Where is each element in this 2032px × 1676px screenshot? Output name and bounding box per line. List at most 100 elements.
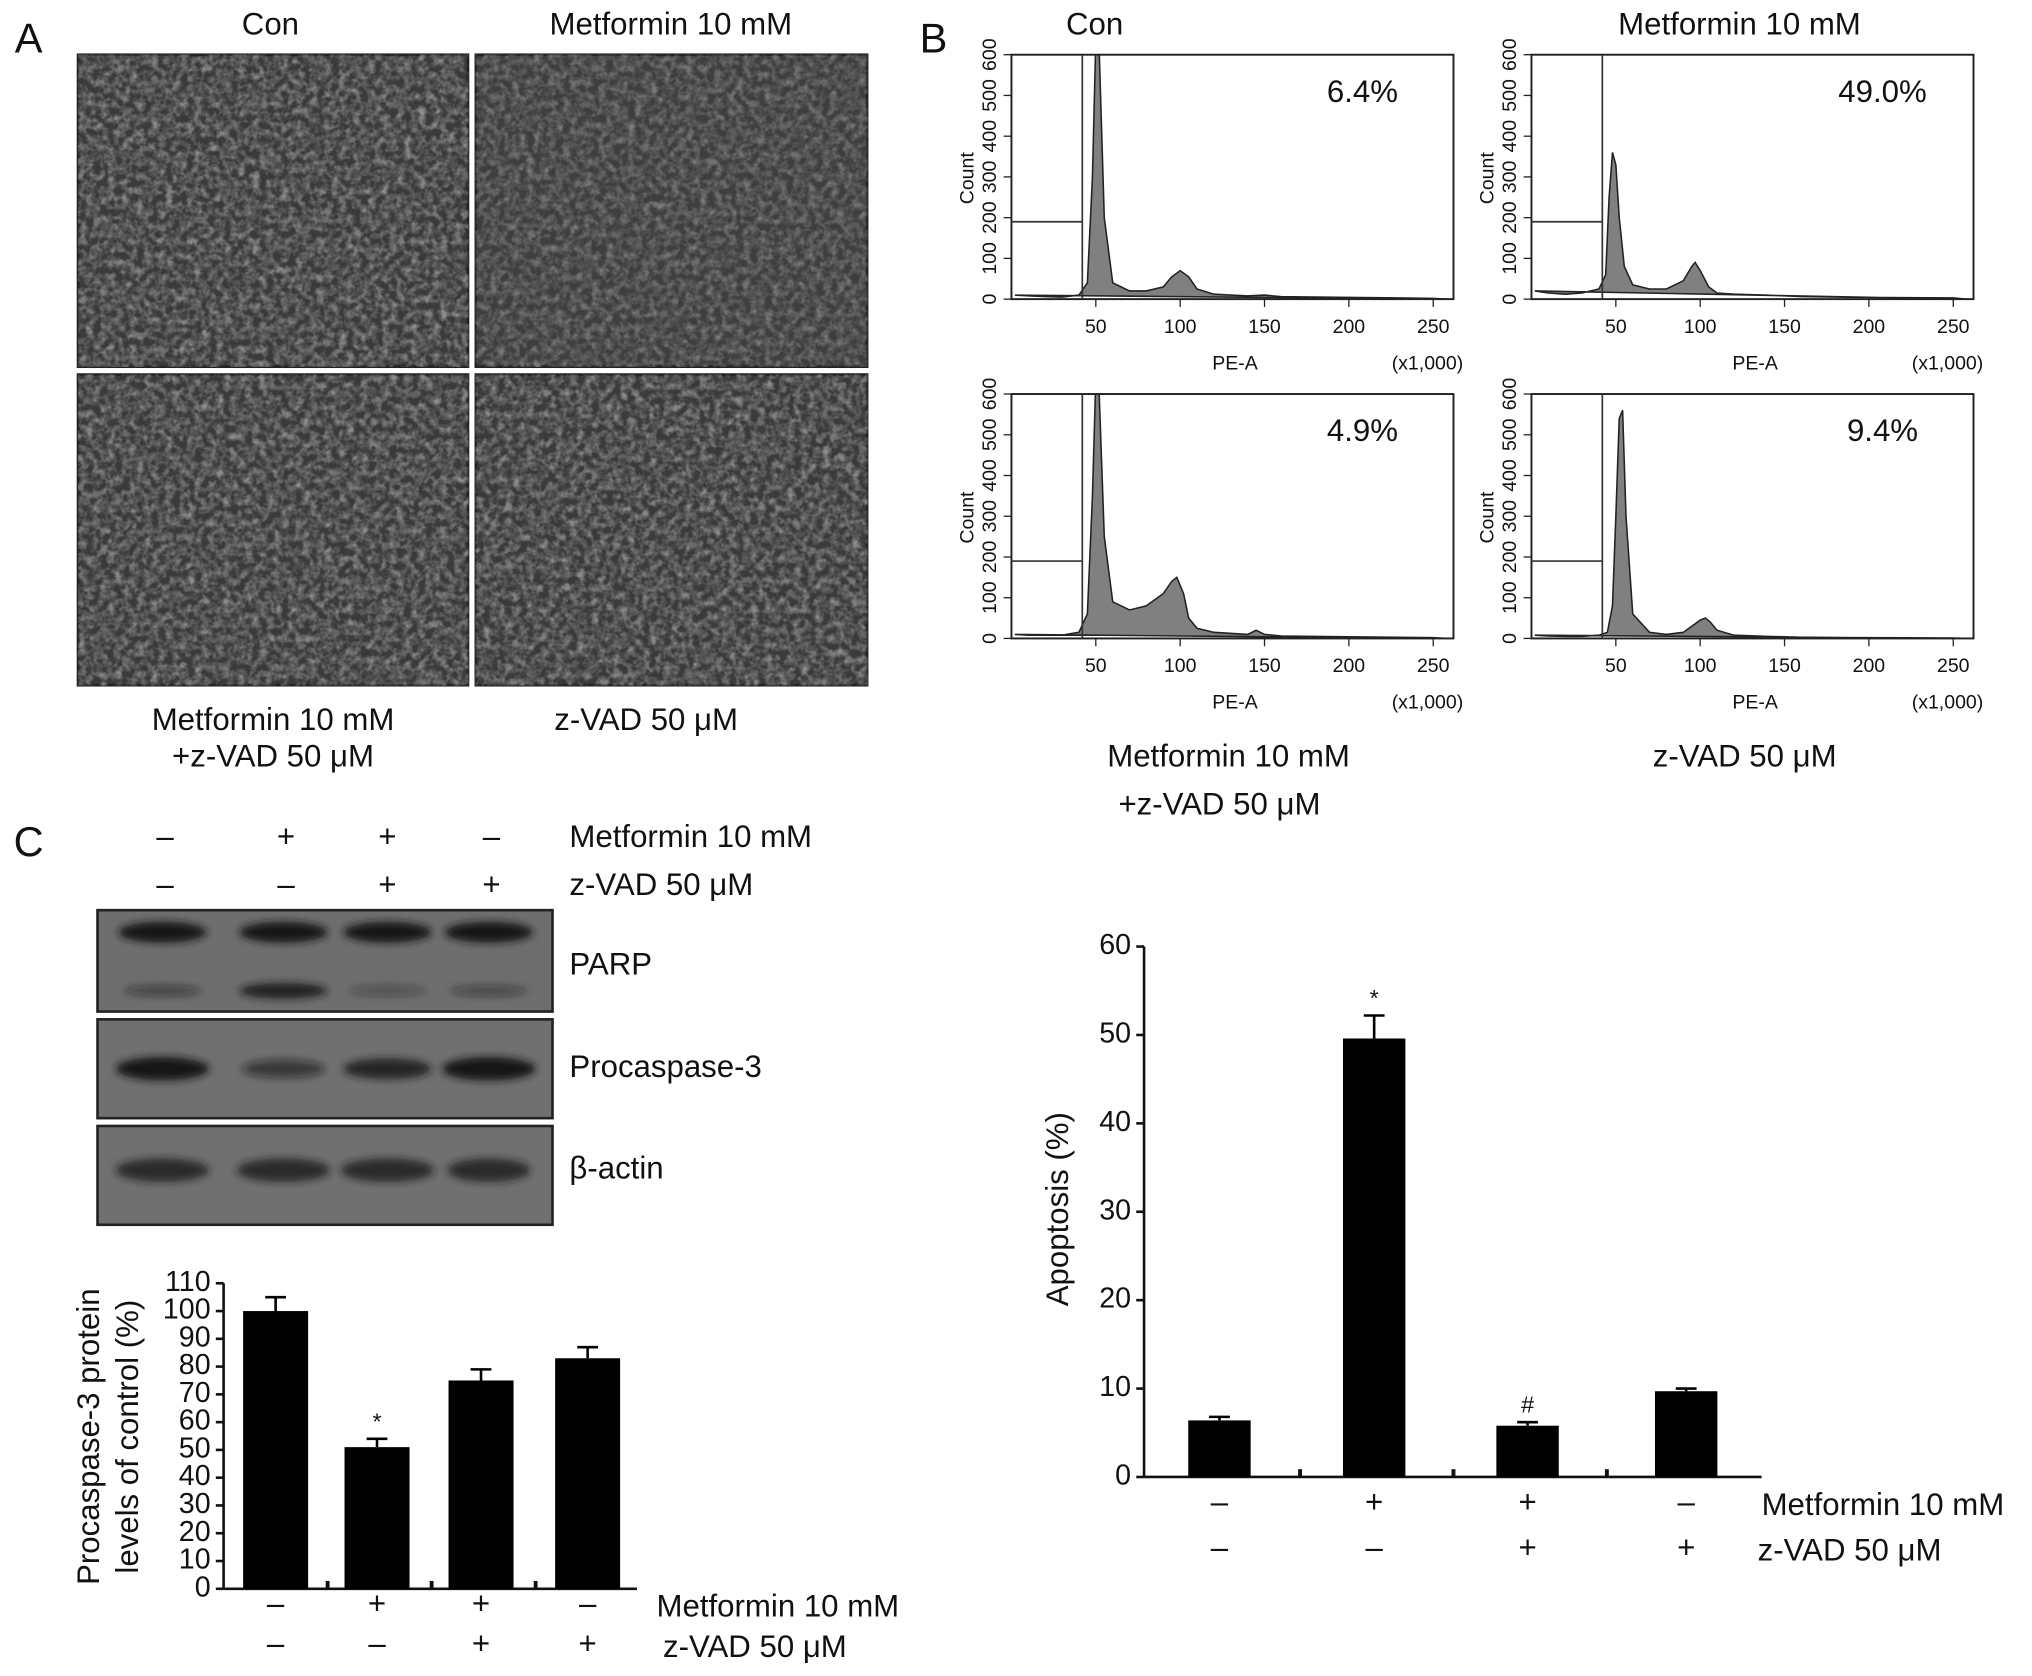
x-axis-unit: (x1,000)	[1392, 352, 1464, 374]
bar	[1342, 1038, 1406, 1477]
treatment-sign: –	[156, 867, 174, 902]
treatment-sign: +	[1518, 1530, 1536, 1565]
treatment-sign: +	[472, 1626, 490, 1661]
y-tick-label: 500	[979, 79, 1001, 112]
x-tick-label: 250	[1937, 655, 1970, 677]
percent-label: 9.4%	[1847, 413, 1918, 448]
error-bar	[1209, 1415, 1230, 1421]
y-axis-label: levels of control (%)	[110, 1300, 145, 1574]
x-tick-label: 50	[1605, 655, 1627, 677]
blot-label: β-actin	[569, 1150, 663, 1185]
significance-mark: #	[1521, 1392, 1534, 1418]
y-tick-label: 0	[195, 1571, 211, 1603]
bar	[1654, 1391, 1718, 1477]
y-tick-label: 100	[979, 242, 1001, 275]
y-tick-label: 50	[1099, 1018, 1131, 1050]
x-tick-label: 200	[1333, 316, 1366, 338]
x-tick-label: 250	[1937, 316, 1970, 338]
treatment-sign: –	[1678, 1485, 1696, 1520]
bar	[1496, 1425, 1559, 1477]
x-tick-label: 250	[1417, 655, 1450, 677]
y-tick-label: 0	[979, 294, 1001, 305]
blot-label: Procaspase-3	[569, 1049, 761, 1084]
condition-title: Metformin 10 mM	[152, 702, 395, 737]
x-tick-label: 200	[1333, 655, 1366, 677]
condition-title: z-VAD 50 μM	[554, 702, 738, 737]
y-tick-label: 90	[179, 1321, 211, 1353]
bar	[344, 1447, 410, 1589]
y-tick-label: 40	[179, 1460, 211, 1492]
y-tick-label: 500	[979, 418, 1001, 451]
y-tick-label: 300	[1499, 500, 1521, 533]
condition-title: Metformin 10 mM	[550, 6, 793, 41]
significance-mark: *	[1370, 985, 1379, 1011]
panel-label: C	[14, 818, 44, 865]
treatment-sign: –	[483, 819, 501, 854]
bar	[243, 1311, 309, 1589]
y-tick-label: 0	[1499, 633, 1521, 644]
condition-title: Con	[242, 6, 299, 41]
x-axis-label: PE-A	[1732, 692, 1778, 714]
treatment-sign: –	[267, 1626, 285, 1661]
x-tick-label: 50	[1085, 655, 1107, 677]
y-tick-label: 600	[1499, 378, 1521, 411]
error-bar	[470, 1368, 492, 1381]
y-axis-label: Count	[957, 152, 979, 205]
y-tick-label: 30	[1099, 1194, 1131, 1226]
y-tick-label: 200	[979, 201, 1001, 234]
y-axis-label: Apoptosis (%)	[1040, 1112, 1075, 1306]
y-tick-label: 400	[1499, 120, 1521, 153]
treatment-sign: –	[1211, 1530, 1229, 1565]
x-tick-label: 50	[1085, 316, 1107, 338]
percent-label: 49.0%	[1838, 74, 1926, 109]
y-tick-label: 0	[1115, 1460, 1131, 1492]
y-tick-label: 300	[1499, 161, 1521, 194]
treatment-sign: –	[267, 1586, 285, 1621]
y-tick-label: 100	[979, 581, 1001, 614]
error-bar	[577, 1345, 599, 1359]
micrograph-texture	[78, 54, 469, 367]
y-axis-label: Procaspase-3 protein	[71, 1288, 106, 1584]
treatment-label: Metformin 10 mM	[569, 819, 812, 854]
x-tick-label: 150	[1248, 316, 1281, 338]
treatment-label: z-VAD 50 μM	[569, 867, 753, 902]
y-tick-label: 50	[179, 1432, 211, 1464]
treatment-sign: +	[579, 1626, 597, 1661]
y-tick-label: 400	[979, 459, 1001, 492]
y-tick-label: 300	[979, 161, 1001, 194]
x-tick-label: 200	[1853, 316, 1886, 338]
bar	[1188, 1420, 1251, 1477]
y-tick-label: 60	[179, 1405, 211, 1437]
significance-mark: *	[372, 1408, 381, 1434]
y-tick-label: 100	[1499, 242, 1521, 275]
y-tick-label: 600	[1499, 38, 1521, 71]
x-axis-label: PE-A	[1212, 692, 1258, 714]
x-tick-label: 100	[1684, 655, 1717, 677]
treatment-label: Metformin 10 mM	[657, 1589, 900, 1624]
y-tick-label: 0	[979, 633, 1001, 644]
x-tick-label: 150	[1768, 655, 1801, 677]
y-tick-label: 600	[979, 38, 1001, 71]
treatment-sign: +	[1518, 1485, 1536, 1520]
x-tick-label: 250	[1417, 316, 1450, 338]
histogram	[1534, 152, 1967, 300]
treatment-sign: –	[579, 1586, 597, 1621]
y-tick-label: 60	[1099, 929, 1131, 961]
treatment-sign: +	[1365, 1485, 1383, 1520]
condition-title: Metformin 10 mM	[1107, 738, 1350, 773]
error-bar	[265, 1295, 287, 1312]
condition-title: z-VAD 50 μM	[1653, 738, 1837, 773]
y-tick-label: 500	[1499, 79, 1521, 112]
western-blot	[96, 908, 554, 1227]
x-axis-label: PE-A	[1732, 352, 1778, 374]
y-tick-label: 400	[1499, 459, 1521, 492]
treatment-sign: +	[472, 1586, 490, 1621]
y-tick-label: 20	[179, 1516, 211, 1548]
treatment-sign: –	[1211, 1485, 1229, 1520]
x-axis-label: PE-A	[1212, 352, 1258, 374]
error-bar	[1517, 1420, 1538, 1426]
treatment-label: z-VAD 50 μM	[1758, 1533, 1942, 1568]
treatment-sign: +	[378, 819, 396, 854]
